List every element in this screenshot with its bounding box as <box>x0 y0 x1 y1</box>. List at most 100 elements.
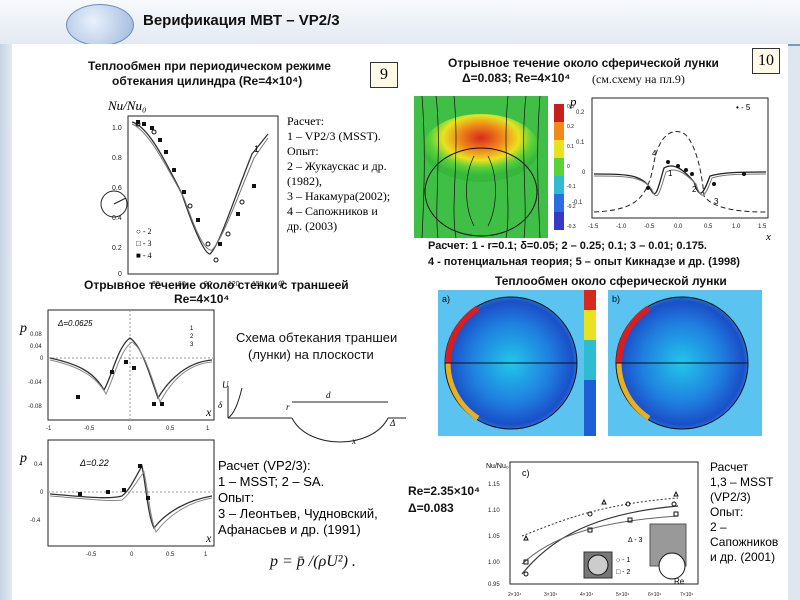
trench-ytick: -0.04 <box>28 380 42 386</box>
cylinder-ytick: 0.6 <box>112 185 122 192</box>
pressure-formula: p = p̄ /(ρU²) . <box>270 553 356 570</box>
nu-re-xtick: 2×10⁴ <box>508 592 521 598</box>
heat-label-b: b) <box>612 294 620 304</box>
cylinder-title-line2: обтекания цилиндра (Re=4×10⁴) <box>112 74 303 88</box>
cylinder-ytick: 0.2 <box>112 245 122 252</box>
dimple-streamlines <box>421 96 541 238</box>
trench-plot-legend: 2 <box>190 334 194 340</box>
logo-icon <box>66 4 134 46</box>
cylinder-legend-line: др. (2003) <box>287 219 338 233</box>
nu-re-legend-line: Опыт: <box>710 505 744 519</box>
trench-deep-xtick: 0 <box>130 552 134 558</box>
dimple-xtick: 1.5 <box>758 224 767 230</box>
scheme-trench-shape <box>291 417 389 443</box>
nu-re-plot-frame <box>509 461 699 585</box>
cylinder-plot-frame <box>127 115 279 275</box>
trench-deep-ytick: 0.4 <box>34 462 43 468</box>
cylinder-curve-1 <box>131 121 269 255</box>
nu-re-legend-line: 1,3 – MSST <box>710 475 774 489</box>
trench-experiment-points <box>76 360 164 406</box>
nu-re-dimple-circle-icon <box>587 554 609 576</box>
heat-label-a: a) <box>442 294 450 304</box>
nu-re-legend-line: Расчет <box>710 460 749 474</box>
nu-re-large-dimple-icon <box>658 552 686 580</box>
nu-re-xtick: 4×10⁴ <box>580 592 593 598</box>
cylinder-legend-line: (1982), <box>287 174 322 188</box>
dimple-xtick: 0.0 <box>674 224 683 230</box>
slide-number-badge: 9 <box>370 62 398 88</box>
trench-scheme-diagram: U δ r d x Δ <box>218 380 406 446</box>
nu-re-ylabel: Nu/Nu₀ <box>486 463 509 470</box>
cylinder-legend-line: Опыт: <box>287 144 319 158</box>
colorbar-tick: -0.1 <box>567 184 576 190</box>
slide-content: Теплообмен при периодическом режиме обте… <box>12 44 788 600</box>
dimple-ytick: 0.1 <box>576 140 585 146</box>
cylinder-plot-legend: ■ - 4 <box>136 251 152 260</box>
trench-deep-xtick: -0.5 <box>86 552 97 558</box>
nu-re-chart: Nu/Nu₀ c) 1.15 1.10 1.05 1.00 0.95 2×10⁴… <box>486 461 699 598</box>
trench-delta-label: Δ=0.0625 <box>57 319 93 328</box>
scheme-velocity-profile <box>227 387 243 419</box>
nu-re-ytick: 1.15 <box>488 482 500 488</box>
cylinder-xtick: 120 <box>228 281 240 288</box>
dimple-ylabel: p <box>569 94 577 109</box>
colorbar-tick: 0 <box>567 164 570 170</box>
cylinder-sketch-angle <box>113 197 127 205</box>
trench-xtick: 1 <box>206 426 210 432</box>
dimple-curve-2 <box>593 169 767 197</box>
dimple-xlabel: x <box>765 231 771 242</box>
trench-xtick: -1 <box>46 426 52 432</box>
nu-params-line2: Δ=0.083 <box>408 501 454 515</box>
trench-deep-ytick: 0 <box>40 490 44 496</box>
trench-plot-legend: 1 <box>190 326 194 332</box>
cylinder-ytick: 1.0 <box>112 125 122 132</box>
cylinder-sketch-icon <box>100 190 128 218</box>
trench-xtick: 0.5 <box>166 426 175 432</box>
colorbar-tick: 0.1 <box>567 144 574 150</box>
dimple-experiment-points <box>646 160 746 190</box>
cylinder-nu-chart: Nu/Nu₀ 1.0 0.8 0.6 0.4 0.2 0 0 30 60 90 … <box>100 98 285 289</box>
cylinder-ytick: 0.4 <box>112 215 122 222</box>
nu-re-panel-label: c) <box>522 468 530 478</box>
dimple-ytick: 0 <box>582 170 586 176</box>
trench-deep-legend-line: 3 – Леонтьев, Чудновский, <box>218 506 378 521</box>
nu-re-xtick: 6×10⁴ <box>648 592 661 598</box>
nu-re-ytick: 1.00 <box>488 560 500 566</box>
trench-pressure-chart: p Δ=0.0625 0.08 0.04 0 -0.04 -0.08 -1 -0… <box>19 309 215 432</box>
dimple-curve-label: 1 <box>668 169 673 178</box>
nu-re-legend-line: и др. (2001) <box>710 550 776 564</box>
cylinder-xtick: 30 <box>152 281 160 288</box>
trench-plot-frame <box>47 309 215 421</box>
nu-re-curve-3 <box>521 497 679 537</box>
cylinder-ytick: 0 <box>118 271 122 278</box>
trench-deep-ylabel: p <box>19 451 27 466</box>
trench-deep-legend-line: Расчет (VP2/3): <box>218 458 311 473</box>
scheme-label-depth: Δ <box>389 418 395 428</box>
slide-title: Верификация МВТ – VP2/3 <box>143 12 340 29</box>
nu-re-curve-1 <box>521 505 679 575</box>
nu-re-xtick: 5×10⁴ <box>616 592 629 598</box>
nu-re-plot-legend: ○ - 1 <box>616 557 630 564</box>
trench-deep-legend-line: Афанасьев и др. (1991) <box>218 522 361 537</box>
trench-xtick: -0.5 <box>84 426 95 432</box>
trench-deep-xlabel: x <box>205 531 212 545</box>
nu-re-ytick: 1.10 <box>488 508 500 514</box>
trench-deep-delta-label: Δ=0.22 <box>79 458 109 468</box>
nu-re-plot-legend: Δ - 3 <box>628 537 643 544</box>
dimple-xtick: 0.5 <box>704 224 713 230</box>
colorbar-tick: 0.2 <box>567 124 574 130</box>
trench-title-line1: Отрывное течение около стенки с траншеей <box>84 278 349 292</box>
cylinder-plot-legend: ○ - 2 <box>136 227 152 236</box>
scheme-label-delta-bl: δ <box>218 400 223 410</box>
dimple-caption-line1: Расчет: 1 - r=0.1; δ=0.05; 2 – 0.25; 0.1… <box>428 240 707 252</box>
scheme-label-d: d <box>326 390 331 400</box>
dimple-curve-label: • - 5 <box>736 103 751 112</box>
nu-re-ytick: 0.95 <box>488 582 500 588</box>
cylinder-curve-1b <box>131 123 269 251</box>
cylinder-xtick: 0 <box>126 281 130 288</box>
scheme-title-line2: (лунки) на плоскости <box>248 347 374 362</box>
cylinder-xtick: 90 <box>204 281 212 288</box>
trench-deep-curve-1 <box>49 464 213 530</box>
cylinder-legend: Расчет: 1 – VP2/3 (MSST). Опыт: 2 – Жука… <box>287 114 390 234</box>
cylinder-title-line1: Теплообмен при периодическом режиме <box>88 59 331 73</box>
